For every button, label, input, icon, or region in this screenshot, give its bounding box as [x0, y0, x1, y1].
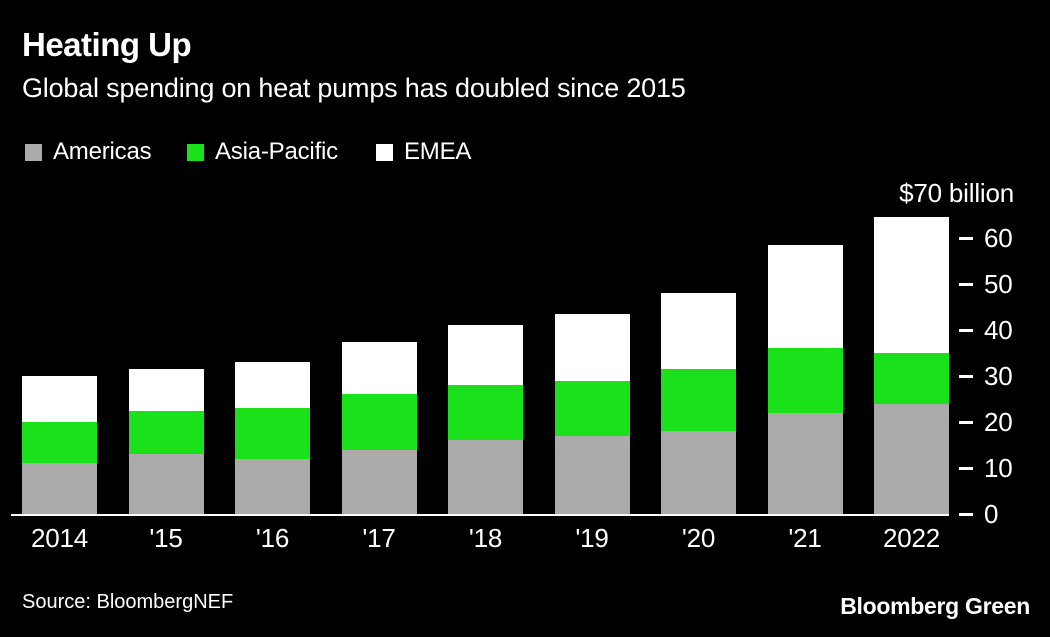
y-tick-mark	[959, 374, 973, 378]
x-axis-label: '18	[468, 523, 503, 553]
legend-label: EMEA	[404, 138, 472, 165]
bar-segment-emea	[874, 217, 949, 354]
legend-label: Americas	[53, 138, 152, 165]
y-axis-unit-label: $70 billion	[899, 178, 1014, 208]
bar-15	[128, 369, 204, 514]
chart-title: Heating Up	[22, 26, 192, 63]
bar-16	[235, 362, 310, 514]
y-tick-label: 10	[984, 453, 1013, 483]
legend-item-emea: EMEA	[376, 138, 472, 165]
y-tick-label: 40	[984, 315, 1013, 345]
bar-segment-emea	[554, 313, 630, 381]
bar-segment-emea	[128, 369, 204, 411]
bar-segment-asia-pacific	[767, 348, 843, 413]
y-tick-label: 50	[984, 269, 1013, 299]
bar-segment-asia-pacific	[448, 385, 523, 441]
bar-segment-asia-pacific	[22, 422, 97, 464]
legend-swatch-icon	[187, 143, 204, 161]
legend-swatch-icon	[376, 143, 393, 161]
bar-segment-americas	[874, 403, 949, 514]
x-axis-label: '21	[788, 523, 822, 553]
x-axis-label: '15	[149, 523, 183, 553]
legend-label: Asia-Pacific	[215, 138, 338, 165]
legend: Americas Asia-Pacific EMEA	[0, 138, 1050, 167]
bar-segment-americas	[661, 431, 736, 514]
x-axis-label: '16	[255, 523, 290, 553]
bar-segment-americas	[22, 463, 97, 514]
bar-17	[341, 341, 417, 514]
x-axis-label: 2022	[882, 523, 941, 553]
source-note: Source: BloombergNEF	[22, 591, 234, 613]
bar-segment-emea	[341, 341, 417, 395]
bar-segment-emea	[235, 362, 310, 409]
bar-segment-americas	[235, 458, 310, 514]
y-tick-label: 30	[984, 361, 1013, 391]
bar-segment-asia-pacific	[235, 408, 310, 459]
bar-segment-asia-pacific	[661, 369, 736, 432]
bar-segment-americas	[554, 435, 630, 514]
x-axis-label: '19	[575, 523, 609, 553]
y-tick-mark	[959, 512, 973, 516]
legend-item-asia-pacific: Asia-Pacific	[187, 138, 338, 165]
bar-segment-americas	[767, 412, 843, 514]
brand-logo: Bloomberg Green	[840, 593, 1030, 619]
bar-segment-emea	[767, 244, 843, 349]
bar-2014	[22, 376, 97, 514]
bar-segment-americas	[341, 449, 417, 514]
bar-segment-asia-pacific	[874, 353, 949, 404]
y-tick-mark	[959, 466, 973, 470]
legend-swatch-icon	[25, 143, 42, 161]
x-axis-line	[11, 514, 949, 516]
bar-segment-americas	[128, 454, 204, 514]
y-tick-mark	[959, 236, 973, 240]
bar-segment-asia-pacific	[341, 394, 417, 450]
bar-segment-asia-pacific	[128, 410, 204, 455]
y-tick-mark	[959, 420, 973, 424]
bar-18	[448, 325, 523, 514]
bar-segment-emea	[448, 325, 523, 386]
x-axis-label: '20	[681, 523, 716, 553]
y-tick-mark	[959, 282, 973, 286]
bar-19	[554, 313, 630, 514]
bar-20	[661, 293, 736, 514]
legend-item-americas: Americas	[25, 138, 152, 165]
x-axis-label: '17	[362, 523, 396, 553]
bar-segment-emea	[661, 293, 736, 370]
bar-21	[767, 244, 843, 514]
bar-2022	[874, 217, 949, 514]
x-axis-label: 2014	[30, 523, 89, 553]
y-tick-label: 0	[984, 499, 999, 529]
y-tick-mark	[959, 328, 973, 332]
y-tick-label: 60	[984, 223, 1013, 253]
bar-segment-emea	[22, 376, 97, 423]
chart-subtitle: Global spending on heat pumps has double…	[22, 73, 686, 103]
bar-segment-asia-pacific	[554, 380, 630, 436]
bar-segment-americas	[448, 440, 523, 514]
y-tick-label: 20	[984, 407, 1013, 437]
